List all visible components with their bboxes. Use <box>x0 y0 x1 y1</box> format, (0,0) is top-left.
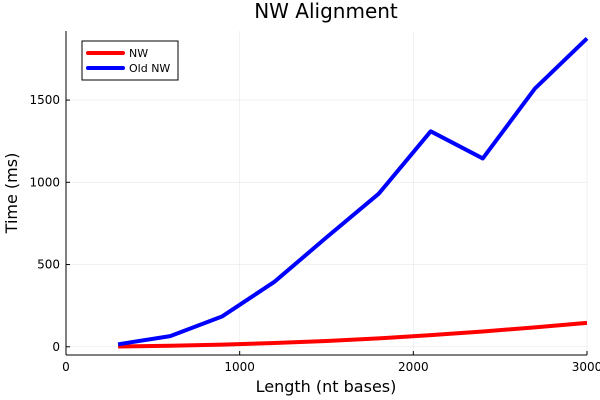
x-tick-label: 2000 <box>398 360 429 374</box>
data-point-old-nw <box>118 344 119 345</box>
x-tick-label: 1000 <box>224 360 255 374</box>
y-tick-label: 0 <box>52 340 60 354</box>
data-point-nw <box>430 335 431 336</box>
y-tick-label: 1000 <box>29 175 60 189</box>
data-point-nw <box>534 327 535 328</box>
data-point-nw <box>587 322 588 323</box>
data-point-old-nw <box>482 158 483 159</box>
data-point-nw <box>378 338 379 339</box>
data-point-nw <box>326 341 327 342</box>
data-point-old-nw <box>534 88 535 89</box>
tick-labels: 0 1000 2000 3000 0 500 1000 1500 <box>29 93 600 374</box>
data-point-old-nw <box>430 131 431 132</box>
x-tick-label: 0 <box>62 360 70 374</box>
chart-title: NW Alignment <box>254 0 398 23</box>
legend: NW Old NW <box>81 40 179 81</box>
legend-label-old-nw: Old NW <box>129 62 170 75</box>
data-point-old-nw <box>587 38 588 39</box>
data-point-nw <box>170 345 171 346</box>
data-point-old-nw <box>326 237 327 238</box>
x-tick-label: 3000 <box>572 360 600 374</box>
x-axis-label: Length (nt bases) <box>256 377 397 396</box>
series-line-old-nw <box>117 36 589 347</box>
data-point-old-nw <box>378 193 379 194</box>
y-tick-label: 500 <box>37 258 60 272</box>
data-point-nw <box>222 344 223 345</box>
y-tick-label: 1500 <box>29 93 60 107</box>
axes <box>65 31 587 356</box>
data-point-old-nw <box>274 281 275 282</box>
data-point-nw <box>482 331 483 332</box>
legend-box <box>81 40 179 81</box>
data-point-nw <box>274 342 275 343</box>
y-axis-label: Time (ms) <box>2 153 21 235</box>
data-point-old-nw <box>222 316 223 317</box>
data-point-old-nw <box>170 336 171 337</box>
legend-label-nw: NW <box>129 47 148 60</box>
plot-series <box>117 36 589 349</box>
series-line-nw <box>118 320 588 349</box>
